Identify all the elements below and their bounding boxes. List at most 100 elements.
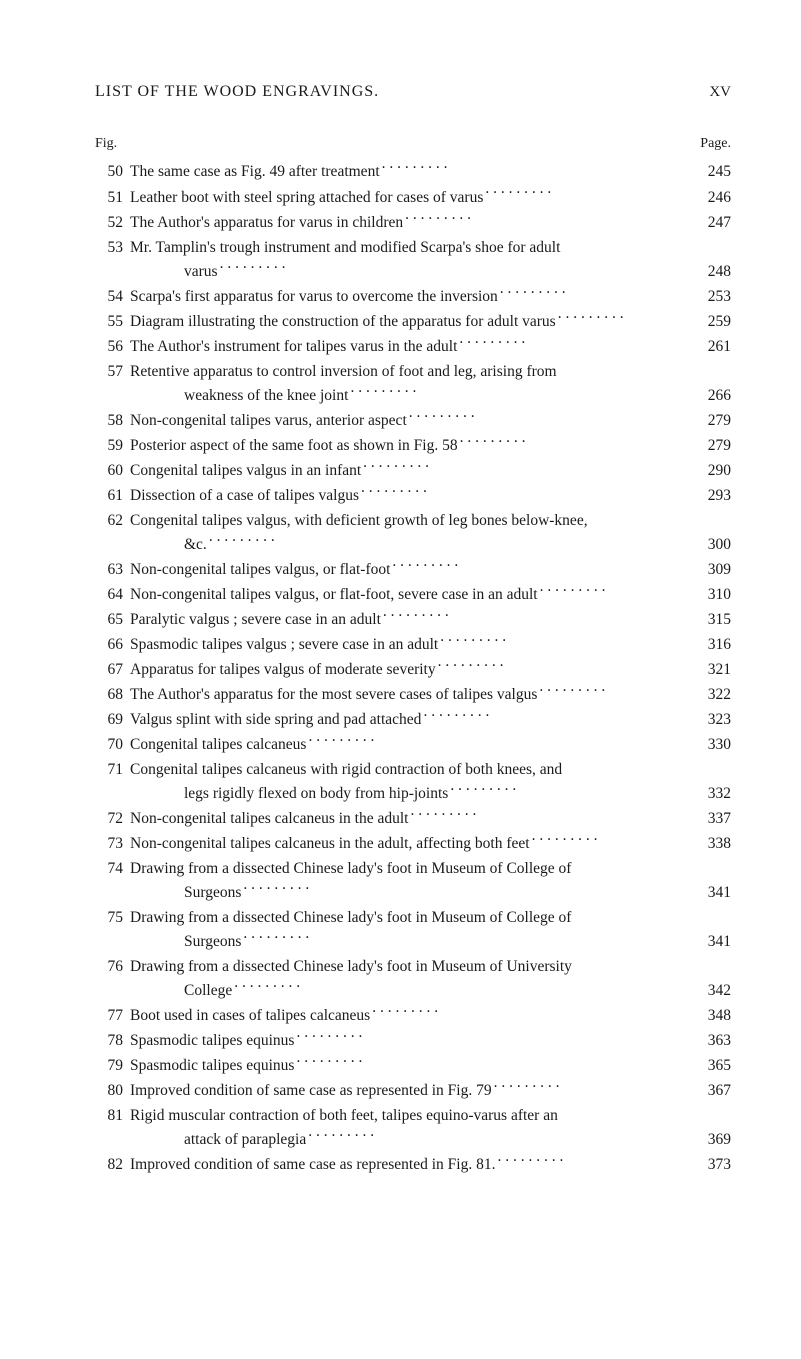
entry-page: 341 — [693, 930, 731, 954]
entry-text: Drawing from a dissected Chinese lady's … — [130, 955, 572, 979]
entry-line: legs rigidly flexed on body from hip-joi… — [130, 782, 731, 806]
dot-leader — [423, 708, 691, 724]
entry-body: Non-congenital talipes calcaneus in the … — [130, 832, 731, 856]
entry: 78Spasmodic talipes equinus363 — [95, 1029, 731, 1053]
dot-leader — [296, 1055, 691, 1071]
entry-line: The same case as Fig. 49 after treatment… — [130, 160, 731, 184]
entry: 61Dissection of a case of talipes valgus… — [95, 484, 731, 508]
entry-line: Congenital talipes calcaneus with rigid … — [130, 758, 731, 782]
entry-line: Scarpa's first apparatus for varus to ov… — [130, 285, 731, 309]
entry-page: 341 — [693, 881, 731, 905]
entry-page: 300 — [693, 533, 731, 557]
entry-text: College — [130, 979, 232, 1003]
entry-page: 245 — [693, 160, 731, 184]
entry-page: 248 — [693, 260, 731, 284]
entry-text: The Author's instrument for talipes varu… — [130, 335, 457, 359]
dot-leader — [243, 930, 691, 946]
entry: 68The Author's apparatus for the most se… — [95, 683, 731, 707]
dot-leader — [382, 161, 691, 177]
entry-line: Rigid muscular contraction of both feet,… — [130, 1104, 731, 1128]
column-headers: Fig. Page. — [95, 133, 731, 155]
entry-page: 246 — [693, 186, 731, 210]
entry-number: 60 — [95, 459, 123, 483]
entry-page: 247 — [693, 211, 731, 235]
entry-text: Leather boot with steel spring attached … — [130, 186, 483, 210]
entry-number: 79 — [95, 1054, 123, 1078]
dot-leader — [296, 1030, 691, 1046]
dot-leader — [532, 832, 691, 848]
dot-leader — [209, 533, 691, 549]
entry-text: Congenital talipes valgus, with deficien… — [130, 509, 588, 533]
entry-line: Non-congenital talipes calcaneus in the … — [130, 832, 731, 856]
entry-number: 63 — [95, 558, 123, 582]
entry-number: 81 — [95, 1104, 123, 1128]
dot-leader — [450, 782, 691, 798]
entry-number: 75 — [95, 906, 123, 930]
entry-body: Diagram illustrating the construction of… — [130, 310, 731, 334]
entry-page: 373 — [693, 1153, 731, 1177]
entry-number: 62 — [95, 509, 123, 533]
dot-leader — [485, 186, 691, 202]
entry-text: Scarpa's first apparatus for varus to ov… — [130, 285, 498, 309]
entry: 66Spasmodic talipes valgus ; severe case… — [95, 633, 731, 657]
entry: 63 Non-congenital talipes valgus, or flat… — [95, 558, 731, 582]
dot-leader — [363, 459, 691, 475]
entry-page: 369 — [693, 1128, 731, 1152]
entry-number: 72 — [95, 807, 123, 831]
entry: 67Apparatus for talipes valgus of modera… — [95, 658, 731, 682]
dot-leader — [220, 260, 691, 276]
entry-line: The Author's apparatus for varus in chil… — [130, 211, 731, 235]
entry-text: Non-congenital talipes varus, anterior a… — [130, 409, 407, 433]
entry: 51Leather boot with steel spring attache… — [95, 186, 731, 210]
entry: 77Boot used in cases of talipes calcaneu… — [95, 1004, 731, 1028]
page-label: Page. — [700, 133, 731, 155]
entry-text: The same case as Fig. 49 after treatment — [130, 160, 380, 184]
entry-line: Retentive apparatus to control inversion… — [130, 360, 731, 384]
entry-page: 338 — [693, 832, 731, 856]
entry-text: Spasmodic talipes equinus — [130, 1029, 294, 1053]
entry-text: Spasmodic talipes equinus — [130, 1054, 294, 1078]
dot-leader — [243, 881, 691, 897]
entry-body: Non-congenital talipes valgus, or flat-f… — [130, 558, 731, 582]
entry: 81 Rigid muscular contraction of both fee… — [95, 1104, 731, 1152]
entry-number: 56 — [95, 335, 123, 359]
dot-leader — [500, 285, 691, 301]
entry-number: 61 — [95, 484, 123, 508]
entry-text: Rigid muscular contraction of both feet,… — [130, 1104, 558, 1128]
dot-leader — [409, 409, 691, 425]
entry-line: Surgeons341 — [130, 881, 731, 905]
entry-line: Congenital talipes calcaneus330 — [130, 733, 731, 757]
entry-line: Drawing from a dissected Chinese lady's … — [130, 857, 731, 881]
entry-text: Mr. Tamplin's trough instrument and modi… — [130, 236, 560, 260]
entry-body: Rigid muscular contraction of both feet,… — [130, 1104, 731, 1152]
entry-text: &c. — [130, 533, 207, 557]
page-title: LIST OF THE WOOD ENGRAVINGS. — [95, 80, 379, 105]
entry-line: varus248 — [130, 260, 731, 284]
dot-leader — [234, 980, 691, 996]
entry-page: 365 — [693, 1054, 731, 1078]
entry-page: 342 — [693, 979, 731, 1003]
entry-text: Valgus splint with side spring and pad a… — [130, 708, 421, 732]
entry-page: 279 — [693, 434, 731, 458]
entry: 69Valgus splint with side spring and pad… — [95, 708, 731, 732]
entry: 79 Spasmodic talipes equinus 365 — [95, 1054, 731, 1078]
entry-body: The Author's apparatus for varus in chil… — [130, 211, 731, 235]
entry-body: Improved condition of same case as repre… — [130, 1153, 731, 1177]
entries-list: 50The same case as Fig. 49 after treatme… — [95, 160, 731, 1177]
entry: 56 The Author's instrument for talipes va… — [95, 335, 731, 359]
entry-number: 59 — [95, 434, 123, 458]
entry-text: Non-congenital talipes valgus, or flat-f… — [130, 558, 390, 582]
entry-page: 323 — [693, 708, 731, 732]
entry-body: Drawing from a dissected Chinese lady's … — [130, 857, 731, 905]
entry-text: Improved condition of same case as repre… — [130, 1079, 492, 1103]
dot-leader — [539, 683, 691, 699]
dot-leader — [460, 434, 691, 450]
entry-number: 77 — [95, 1004, 123, 1028]
entry-text: Congenital talipes valgus in an infant — [130, 459, 361, 483]
entry-page: 253 — [693, 285, 731, 309]
dot-leader — [558, 310, 691, 326]
entry-text: Non-congenital talipes calcaneus in the … — [130, 807, 408, 831]
entry-line: College 342 — [130, 979, 731, 1003]
entry-number: 80 — [95, 1079, 123, 1103]
entry: 54Scarpa's first apparatus for varus to … — [95, 285, 731, 309]
